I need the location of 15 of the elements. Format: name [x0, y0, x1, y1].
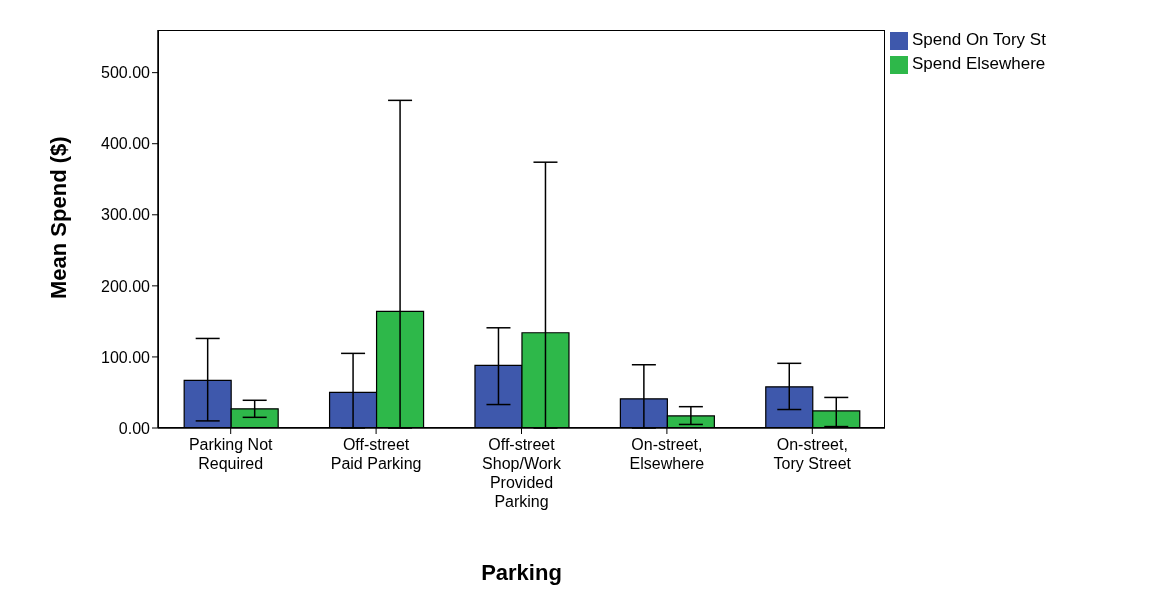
y-axis-title: Mean Spend ($) [45, 136, 71, 299]
x-tick-label: On-street, Elsewhere [629, 436, 705, 472]
y-tick-label: 500.00 [101, 64, 151, 82]
x-tick-label: Parking Not Required [188, 436, 274, 472]
y-tick-label: 400.00 [101, 135, 151, 153]
y-tick-label: 0.00 [118, 419, 151, 437]
x-tick-label: Off-street Paid Parking [330, 436, 422, 472]
x-tick-label: Off-street Shop/Work Provided Parking [482, 436, 562, 510]
y-tick-label: 100.00 [101, 348, 151, 366]
y-tick-label: 300.00 [101, 206, 151, 224]
y-tick-label: 200.00 [101, 277, 151, 295]
legend-label: Spend Elsewhere [912, 54, 1046, 73]
legend-label: Spend On Tory St [912, 30, 1046, 49]
x-tick-label: On-street, Tory Street [773, 436, 852, 472]
x-axis-title: Parking [481, 560, 562, 585]
